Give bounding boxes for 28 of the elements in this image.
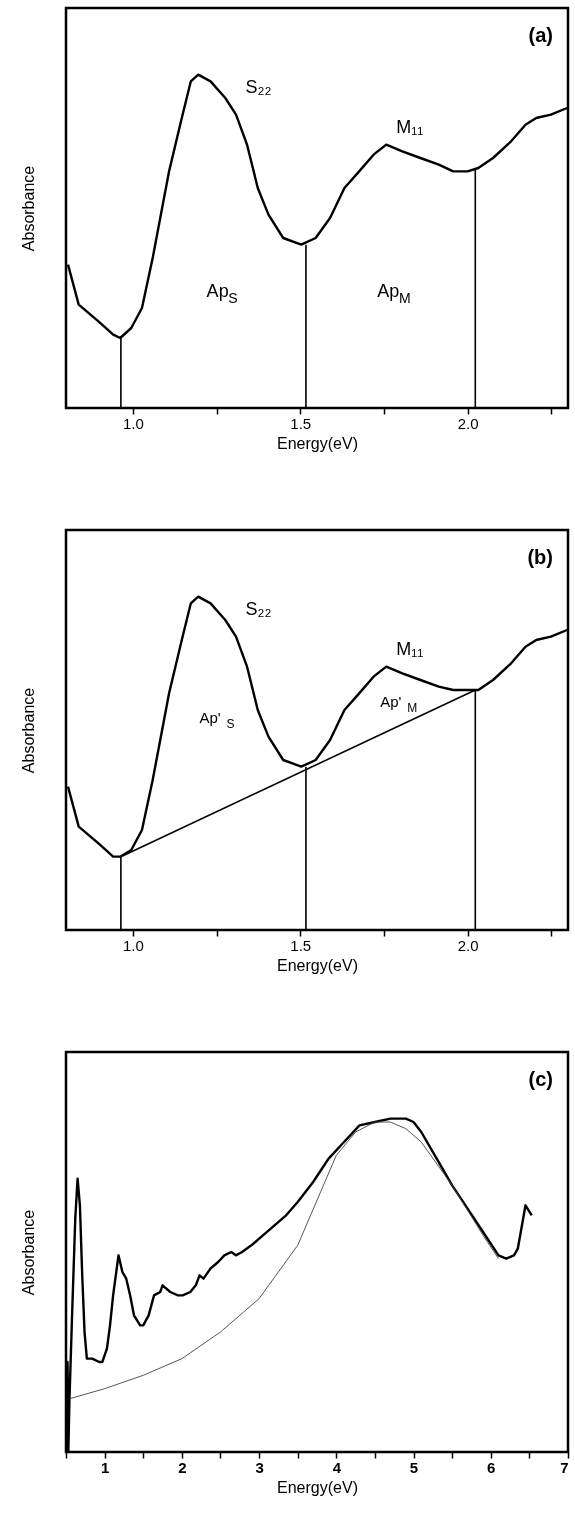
x-tick-label: 1.5 bbox=[290, 414, 312, 432]
text: (a) bbox=[528, 24, 553, 46]
x-tick-label: 6 bbox=[487, 1458, 496, 1476]
y-axis-title: Absorbance bbox=[19, 687, 37, 774]
text: (b) bbox=[527, 546, 553, 568]
x-tick-label: 1.0 bbox=[123, 936, 144, 954]
x-tick-label: 4 bbox=[332, 1458, 342, 1476]
x-tick-label: 2.0 bbox=[457, 936, 479, 954]
x-tick-label: 1.0 bbox=[123, 414, 144, 432]
x-tick-label: 7 bbox=[560, 1458, 569, 1476]
text: (c) bbox=[528, 1068, 553, 1090]
x-tick-label: 1 bbox=[100, 1458, 110, 1476]
x-axis-title: Energy(eV) bbox=[277, 434, 358, 452]
x-tick-label: 5 bbox=[409, 1458, 419, 1476]
annotation: S₂₂ bbox=[245, 77, 272, 97]
annotation: M₁₁ bbox=[396, 117, 424, 137]
x-axis-title: Energy(eV) bbox=[277, 1478, 358, 1496]
annotation: Ap'S bbox=[199, 709, 235, 731]
annotation: M₁₁ bbox=[396, 639, 424, 659]
x-tick-label: 2.0 bbox=[457, 414, 479, 432]
y-axis-title: Absorbance bbox=[19, 1209, 37, 1296]
x-tick-label: 1.5 bbox=[290, 936, 312, 954]
annotation: S₂₂ bbox=[245, 599, 272, 619]
x-tick-label: 2 bbox=[178, 1458, 187, 1476]
x-axis-title: Energy(eV) bbox=[277, 956, 358, 974]
y-axis-title: Absorbance bbox=[19, 165, 37, 252]
annotation: Ap'M bbox=[380, 693, 418, 715]
x-tick-label: 3 bbox=[255, 1458, 264, 1476]
